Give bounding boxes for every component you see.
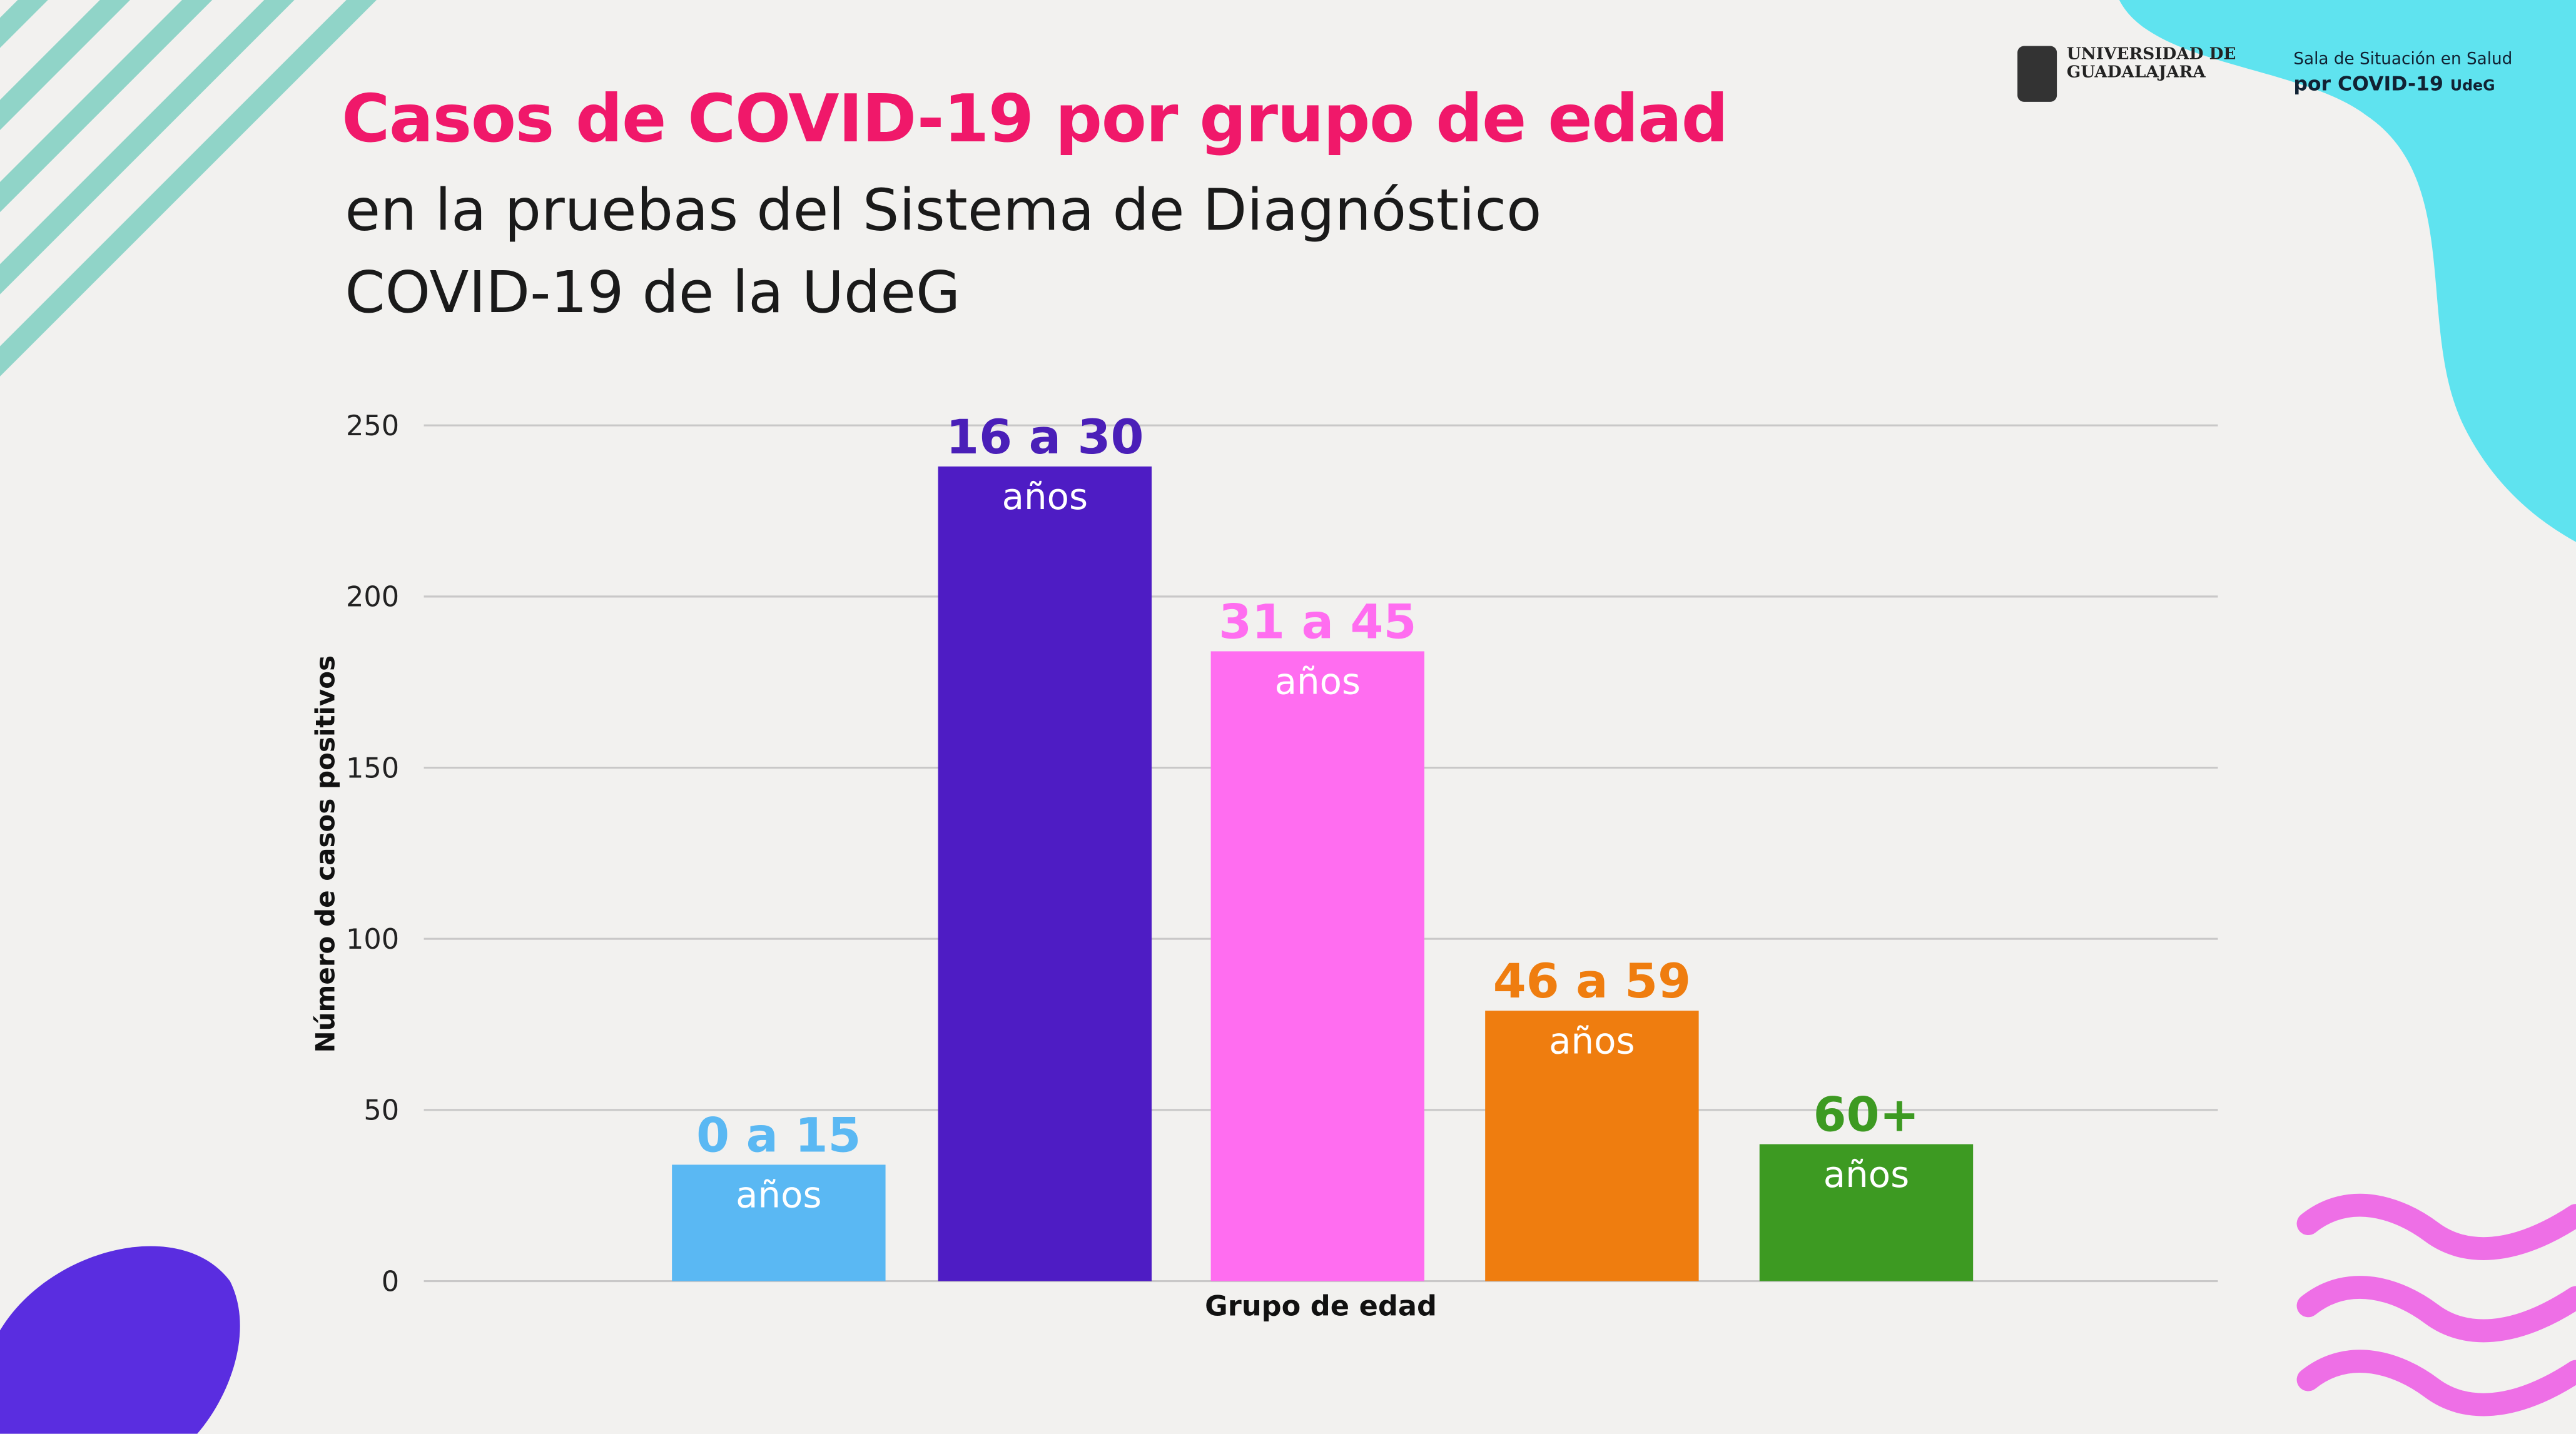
- waves-decoration: [2296, 1193, 2576, 1416]
- sala-line2: por COVID-19: [2293, 72, 2443, 96]
- y-tick-label: 250: [346, 410, 399, 442]
- bar-unit-label: años: [1275, 660, 1361, 703]
- bar-unit-label: años: [1002, 475, 1088, 518]
- bar-unit-label: años: [736, 1174, 821, 1216]
- y-tick-label: 0: [382, 1265, 399, 1298]
- bar-category-label: 31 a 45: [1219, 593, 1416, 649]
- stripes-decoration: [0, 0, 377, 376]
- bar-category-label: 0 a 15: [696, 1107, 861, 1163]
- bar-unit-label: años: [1549, 1019, 1635, 1062]
- chart-subtitle: en la pruebas del Sistema de Diagnóstico…: [345, 171, 1824, 335]
- bar-31-a-45: [1210, 651, 1425, 1281]
- udg-line2: GUADALAJARA: [2066, 64, 2206, 83]
- y-tick-label: 200: [346, 581, 399, 613]
- y-tick-label: 150: [346, 752, 399, 784]
- x-axis-label: Grupo de edad: [1205, 1291, 1437, 1324]
- sala-line1: Sala de Situación en Salud: [2293, 51, 2513, 69]
- udg-crest-icon: [2017, 46, 2057, 102]
- y-tick-label: 50: [363, 1094, 399, 1127]
- y-tick-label: 100: [346, 923, 399, 956]
- sala-logo: Sala de Situación en Salud por COVID-19 …: [2293, 49, 2512, 99]
- bar-unit-label: años: [1823, 1153, 1909, 1196]
- teal-blob-decoration: [2119, 0, 2576, 542]
- bar-category-label: 16 a 30: [946, 409, 1143, 465]
- chart-title: Casos de COVID-19 por grupo de edad: [342, 82, 1728, 158]
- bar-46-a-59: [1485, 1011, 1699, 1281]
- bar-16-a-30: [938, 466, 1152, 1281]
- udg-line1: UNIVERSIDAD DE: [2066, 46, 2236, 64]
- subtitle-line-1: en la pruebas del Sistema de Diagnóstico: [345, 179, 1542, 245]
- bar-0-a-15: [672, 1164, 886, 1281]
- bar-category-label: 46 a 59: [1493, 953, 1691, 1009]
- bar-category-label: 60+: [1813, 1087, 1920, 1143]
- sala-udeg: UdeG: [2450, 79, 2495, 96]
- udg-logo: UNIVERSIDAD DE GUADALAJARA: [2017, 46, 2236, 102]
- bar-60-: [1759, 1144, 1974, 1281]
- purple-blob-decoration: [0, 1246, 240, 1434]
- subtitle-line-2: COVID-19 de la UdeG: [345, 261, 961, 327]
